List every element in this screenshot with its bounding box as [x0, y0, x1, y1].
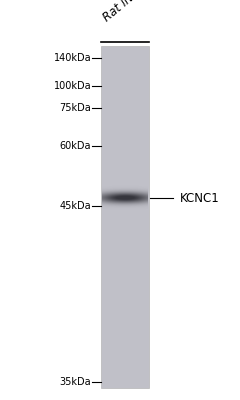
Bar: [101, 46, 149, 388]
Text: 35kDa: 35kDa: [60, 377, 91, 387]
Text: 60kDa: 60kDa: [60, 141, 91, 151]
Text: 45kDa: 45kDa: [60, 201, 91, 211]
Text: 140kDa: 140kDa: [54, 53, 91, 63]
Text: Rat liver: Rat liver: [101, 0, 147, 24]
Text: 75kDa: 75kDa: [60, 103, 91, 113]
Text: 100kDa: 100kDa: [54, 81, 91, 91]
Text: KCNC1: KCNC1: [180, 192, 220, 204]
